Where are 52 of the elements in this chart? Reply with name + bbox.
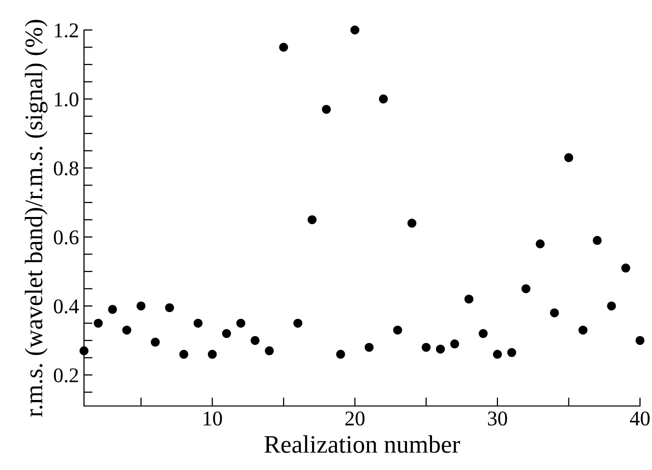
point bbox=[521, 284, 530, 294]
y-tick-label: 1.0 bbox=[54, 92, 78, 107]
point bbox=[308, 215, 317, 224]
point bbox=[507, 348, 516, 358]
x-tick-label: 30 bbox=[488, 411, 508, 426]
y-tick-label: 0.8 bbox=[54, 161, 78, 176]
point bbox=[122, 326, 132, 335]
point bbox=[208, 350, 217, 359]
y-tick-label: 0.6 bbox=[54, 230, 79, 244]
y-tick-label: 0.2 bbox=[54, 368, 78, 382]
point bbox=[222, 329, 232, 338]
point bbox=[621, 264, 630, 273]
x-tick-label: 20 bbox=[345, 411, 364, 426]
point bbox=[250, 336, 260, 345]
point bbox=[550, 308, 559, 318]
x-axis-title: Realization number bbox=[264, 435, 460, 453]
point bbox=[364, 342, 374, 352]
point bbox=[264, 346, 274, 356]
point bbox=[422, 342, 431, 352]
point bbox=[436, 344, 445, 354]
point bbox=[464, 294, 474, 304]
point bbox=[136, 301, 146, 310]
x-tick-label: 40 bbox=[630, 411, 650, 426]
point bbox=[165, 303, 174, 312]
point bbox=[536, 239, 545, 248]
point bbox=[179, 350, 188, 359]
point bbox=[478, 329, 488, 338]
point bbox=[336, 350, 346, 359]
y-axis-title: r.m.s. (wavelet band)/r.m.s. (signal) (%) bbox=[24, 20, 48, 417]
point bbox=[450, 339, 460, 348]
point bbox=[150, 338, 160, 347]
point bbox=[636, 336, 644, 345]
point bbox=[378, 94, 388, 104]
point bbox=[194, 318, 203, 328]
point bbox=[293, 318, 302, 328]
point bbox=[108, 304, 118, 314]
x-tick-label: 10 bbox=[204, 411, 222, 426]
point bbox=[393, 326, 402, 335]
point bbox=[578, 326, 588, 335]
point bbox=[94, 318, 103, 328]
point bbox=[80, 346, 88, 356]
point bbox=[606, 301, 616, 310]
point bbox=[322, 104, 331, 114]
point bbox=[350, 26, 360, 34]
y-tick-label: 1.2 bbox=[54, 23, 78, 38]
point bbox=[279, 42, 288, 52]
point bbox=[592, 236, 602, 245]
point bbox=[564, 153, 574, 162]
point bbox=[236, 318, 246, 328]
y-tick-label: 0.4 bbox=[54, 299, 79, 314]
point bbox=[407, 218, 416, 228]
point bbox=[492, 350, 502, 359]
